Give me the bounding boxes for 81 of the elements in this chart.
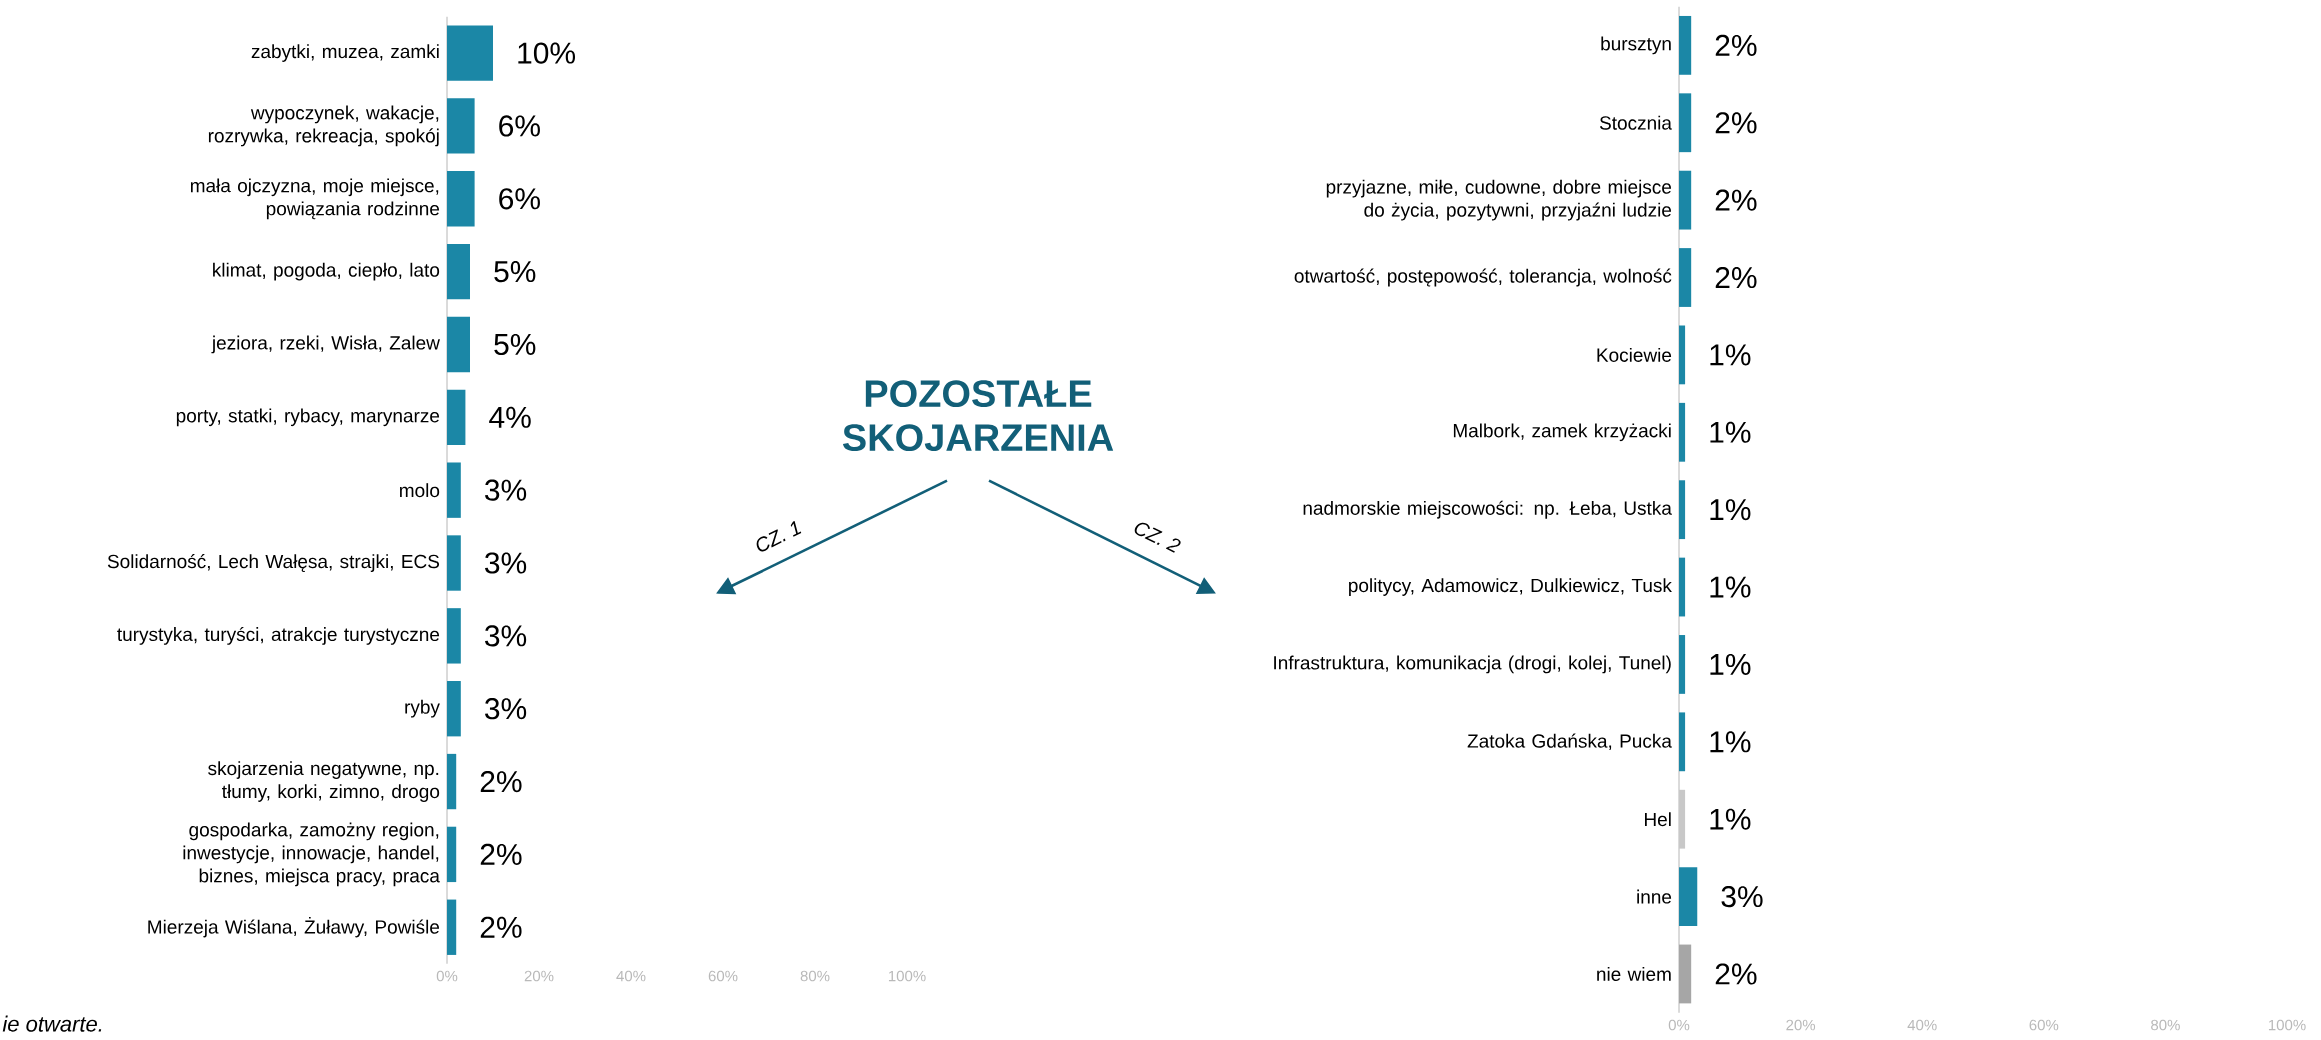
data-label: 2% <box>480 771 522 793</box>
y-tick-label: klimat, pogoda, ciepło, lato <box>213 262 440 281</box>
bar <box>447 754 457 810</box>
x-tick-label: 60% <box>708 970 738 982</box>
bar <box>447 316 471 373</box>
bar <box>447 389 466 446</box>
data-label: 1% <box>1710 344 1751 366</box>
y-tick-label: ryby <box>405 700 440 718</box>
data-label: 6% <box>499 188 540 210</box>
data-label: 3% <box>485 625 527 647</box>
y-tick-label: Hel <box>1645 812 1671 827</box>
y-tick-label: politycy, Adamowicz, Dulkiewicz, Tusk <box>1349 578 1672 597</box>
bar <box>447 462 461 519</box>
x-tick-label: 80% <box>2151 1019 2180 1031</box>
data-label: 3% <box>1721 886 1763 908</box>
data-label: 2% <box>480 844 522 866</box>
data-label: 2% <box>1715 189 1757 211</box>
y-tick-label: jeziora, rzeki, Wisła, Zalew <box>211 335 440 354</box>
text: ie otwarte. <box>2 1015 102 1032</box>
data-label: 2% <box>1715 34 1757 57</box>
y-tick-label: inne <box>1637 889 1672 904</box>
y-tick-label: mała ojczyzna, moje miejsce, powiązania rodzinne <box>190 178 440 220</box>
x-tick-label: 20% <box>524 970 554 982</box>
data-label: 5% <box>494 261 536 283</box>
y-tick-label: gospodarka, zamożny region, inwestycje, innowacje, handel, biznes, miejsca pracy, praca <box>183 822 440 887</box>
data-label: 2% <box>1715 267 1757 289</box>
x-tick-label: 100% <box>2268 1019 2306 1031</box>
x-tick-label: 40% <box>1907 1019 1937 1031</box>
bar <box>447 681 461 737</box>
y-tick-label: Kociewie <box>1597 348 1672 363</box>
y-tick-label: nadmorskie miejscowości: np. Łeba, Ustka <box>1303 500 1672 519</box>
x-tick-label: 20% <box>1786 1019 1816 1031</box>
y-tick-label: Zatoka Gdańska, Pucka <box>1467 733 1672 751</box>
data-label: 2% <box>1715 112 1757 134</box>
y-tick-label: Mierzeja Wiślana, Żuławy, Powiśle <box>148 917 440 938</box>
y-tick-label: bursztyn <box>1601 36 1671 55</box>
y-tick-label: Stocznia <box>1599 115 1672 130</box>
y-tick-label: porty, statki, rybacy, marynarze <box>176 408 440 427</box>
x-tick-label: 40% <box>616 970 646 982</box>
y-tick-label: molo <box>400 483 440 498</box>
bar <box>447 244 471 300</box>
bar <box>447 98 475 154</box>
x-tick-label: 0% <box>1668 1019 1690 1031</box>
data-label: 3% <box>485 479 527 501</box>
x-tick-label: 100% <box>888 970 926 982</box>
data-label: 1% <box>1710 421 1751 443</box>
data-label: 1% <box>1710 808 1751 830</box>
y-tick-label: turystyka, turyści, atrakcje turystyczne <box>117 627 440 646</box>
bar <box>447 899 457 956</box>
data-label: 5% <box>494 334 536 356</box>
y-tick-label: Solidarność, Lech Wałęsa, strajki, ECS <box>107 554 440 573</box>
y-tick-label: otwartość, postępowość, tolerancja, wolność <box>1294 268 1672 287</box>
x-tick-label: 60% <box>2029 1019 2059 1031</box>
data-label: 1% <box>1710 576 1751 598</box>
bar <box>447 535 461 591</box>
data-label: 2% <box>1715 963 1757 985</box>
data-label: 4% <box>489 407 531 428</box>
data-label: 6% <box>499 115 540 137</box>
y-tick-label: Infrastruktura, komunikacja (drogi, kolej, Tunel) <box>1274 655 1671 674</box>
data-label: 1% <box>1710 731 1751 753</box>
x-tick-label: 0% <box>436 970 458 982</box>
bar <box>447 826 457 883</box>
bar <box>447 608 461 664</box>
data-label: 3% <box>485 552 527 574</box>
y-tick-label: przyjazne, miłe, cudowne, dobre miejsce do życia, pozytywni, przyjaźni ludzie <box>1326 179 1672 221</box>
data-label: 1% <box>1710 654 1751 676</box>
x-tick-label: 80% <box>800 970 830 982</box>
bar <box>447 25 494 81</box>
annotation: CZ. 1 <box>756 521 802 552</box>
data-label: 3% <box>485 698 527 720</box>
y-tick-label: skojarzenia negatywne, np. tłumy, korki, zimno, drogo <box>208 761 440 803</box>
bar <box>447 171 475 227</box>
text: CZ. 2 <box>1134 522 1181 553</box>
y-tick-label: zabytki, muzea, zamki <box>251 44 439 63</box>
y-tick-label: wypoczynek, wakacje, rozrywka, rekreacja, spokój <box>208 105 439 147</box>
text: POZOSTAŁE SKOJARZENIA <box>842 380 1114 452</box>
data-label: 2% <box>480 916 522 938</box>
data-label: 1% <box>1710 499 1751 521</box>
y-tick-label: Malbork, zamek krzyżacki <box>1453 423 1671 442</box>
y-tick-label: nie wiem <box>1597 967 1671 982</box>
data-label: 10% <box>518 42 576 64</box>
